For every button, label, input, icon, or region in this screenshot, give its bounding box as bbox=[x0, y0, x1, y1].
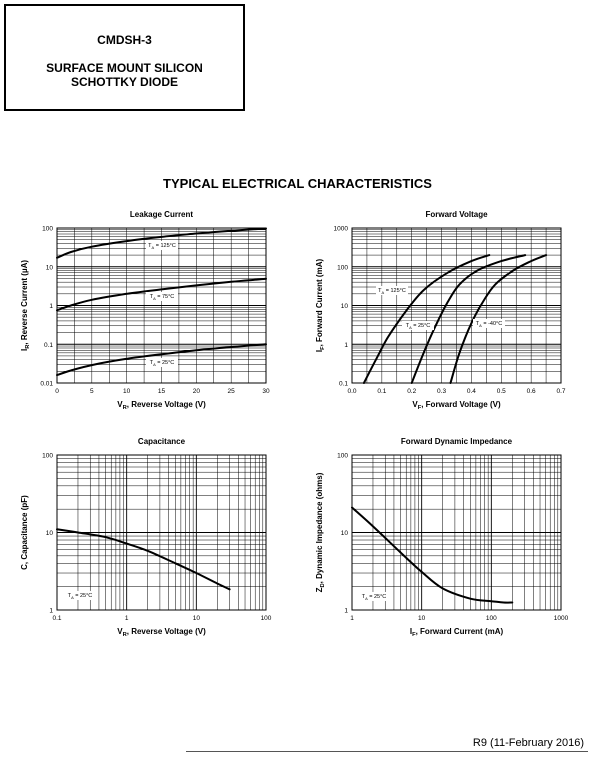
x-tick-label: 0.3 bbox=[437, 388, 446, 395]
x-tick-label: 25 bbox=[228, 388, 236, 395]
chart-4: 1 10 100 1000 1 10 100 Forward Dynamic Impedanc… bbox=[315, 437, 569, 638]
series-label: TA = 75°C bbox=[150, 294, 175, 301]
x-tick-label: 10 bbox=[418, 615, 426, 622]
series-label: TA = 25°C bbox=[68, 593, 93, 600]
y-tick-label: 0.1 bbox=[339, 381, 348, 388]
x-tick-label: 0.1 bbox=[52, 615, 61, 622]
title-box: CMDSH-3 SURFACE MOUNT SILICON SCHOTTKY D… bbox=[4, 4, 245, 111]
series-label: TA = 25°C bbox=[406, 323, 431, 330]
chart-title: Forward Dynamic Impedance bbox=[401, 437, 513, 446]
chart-2: 0.0 0.1 0.2 0.3 0.4 0.5 0.6 0.70.11101001000For… bbox=[315, 210, 566, 411]
y-tick-label: 100 bbox=[337, 453, 348, 460]
series-line bbox=[56, 227, 267, 259]
chart-title: Capacitance bbox=[138, 437, 186, 446]
description-line-1: SURFACE MOUNT SILICON bbox=[46, 61, 203, 75]
series-label: TA = 125°C bbox=[148, 243, 176, 250]
x-axis-label: IF, Forward Current (mA) bbox=[410, 627, 504, 638]
x-tick-label: 0.1 bbox=[377, 388, 386, 395]
x-tick-label: 100 bbox=[261, 615, 272, 622]
chart-grid bbox=[351, 228, 562, 384]
y-tick-label: 100 bbox=[42, 226, 53, 233]
x-tick-label: 1 bbox=[350, 615, 354, 622]
x-tick-label: 0.5 bbox=[497, 388, 506, 395]
series-label: TA = 25°C bbox=[150, 360, 175, 367]
y-tick-label: 0.01 bbox=[40, 381, 53, 388]
series-line bbox=[56, 343, 267, 377]
y-axis-label: IR, Reverse Current (µA) bbox=[20, 260, 31, 351]
series-label-bg bbox=[376, 286, 408, 295]
x-axis-label: VR, Reverse Voltage (V) bbox=[117, 627, 206, 638]
x-tick-label: 0.0 bbox=[347, 388, 356, 395]
plot-frame bbox=[351, 454, 562, 611]
y-tick-label: 10 bbox=[341, 303, 349, 310]
y-tick-label: 1 bbox=[49, 608, 53, 615]
x-tick-label: 100 bbox=[486, 615, 497, 622]
series-label-bg bbox=[146, 292, 178, 301]
series-label-bg bbox=[146, 241, 178, 250]
series-line bbox=[449, 254, 548, 384]
description-line-2: SCHOTTKY DIODE bbox=[70, 75, 179, 89]
y-tick-label: 10 bbox=[46, 530, 54, 537]
series-label-bg bbox=[402, 321, 434, 330]
chart-title: Forward Voltage bbox=[425, 210, 488, 219]
series-line bbox=[351, 506, 514, 604]
series-label-bg bbox=[473, 319, 505, 328]
part-description: SURFACE MOUNT SILICON SCHOTTKY DIODE bbox=[6, 61, 243, 89]
series-line bbox=[56, 528, 231, 591]
chart-1: 0 5 10 15 20 25 30 0.01 0.1 1 10 100 Leakage Current… bbox=[20, 210, 270, 411]
plot-frame bbox=[351, 227, 562, 384]
series-label: TA = -40°C bbox=[476, 321, 502, 328]
plot-frame bbox=[56, 454, 267, 611]
series-label-bg bbox=[358, 592, 390, 601]
series-label: TA = 25°C bbox=[362, 594, 387, 601]
x-tick-label: 0.7 bbox=[556, 388, 565, 395]
chart-grid bbox=[351, 455, 561, 611]
y-axis-label: IF, Forward Current (mA) bbox=[315, 259, 326, 353]
part-number: CMDSH-3 bbox=[97, 33, 152, 47]
plot-frame bbox=[56, 227, 267, 384]
section-title: TYPICAL ELECTRICAL CHARACTERISTICS bbox=[163, 176, 432, 191]
series-line bbox=[56, 277, 267, 312]
y-tick-label: 1000 bbox=[334, 226, 349, 233]
series-line bbox=[362, 254, 491, 384]
y-tick-label: 100 bbox=[42, 453, 53, 460]
x-axis-label: VR, Reverse Voltage (V) bbox=[117, 400, 206, 411]
revision-text: R9 (11-February 2016) bbox=[472, 737, 584, 749]
series-label: TA = 125°C bbox=[378, 288, 406, 295]
y-tick-label: 1 bbox=[344, 608, 348, 615]
x-tick-label: 1 bbox=[125, 615, 129, 622]
x-tick-label: 30 bbox=[262, 388, 270, 395]
x-tick-label: 10 bbox=[123, 388, 131, 395]
y-tick-label: 0.1 bbox=[44, 342, 53, 349]
series-label-bg bbox=[146, 358, 178, 367]
series-label-bg bbox=[64, 591, 96, 600]
x-tick-label: 0.4 bbox=[467, 388, 476, 395]
y-axis-label: C, Capacitance (pF) bbox=[20, 495, 29, 570]
x-tick-label: 0.6 bbox=[527, 388, 536, 395]
series-line bbox=[410, 254, 527, 384]
y-axis-label: ZD, Dynamic Impedance (ohms) bbox=[315, 472, 326, 592]
x-tick-label: 5 bbox=[90, 388, 94, 395]
x-tick-label: 20 bbox=[193, 388, 201, 395]
x-tick-label: 0 bbox=[55, 388, 59, 395]
x-tick-label: 15 bbox=[158, 388, 166, 395]
x-tick-label: 10 bbox=[193, 615, 201, 622]
chart-title: Leakage Current bbox=[130, 210, 193, 219]
y-tick-label: 10 bbox=[46, 264, 54, 271]
y-tick-label: 1 bbox=[49, 303, 53, 310]
y-tick-label: 10 bbox=[341, 530, 349, 537]
y-tick-label: 100 bbox=[337, 264, 348, 271]
x-tick-label: 0.2 bbox=[407, 388, 416, 395]
x-axis-label: VF, Forward Voltage (V) bbox=[412, 400, 501, 411]
footer-divider bbox=[186, 751, 588, 752]
y-tick-label: 1 bbox=[344, 342, 348, 349]
x-tick-label: 1000 bbox=[554, 615, 569, 622]
chart-grid bbox=[56, 455, 266, 611]
